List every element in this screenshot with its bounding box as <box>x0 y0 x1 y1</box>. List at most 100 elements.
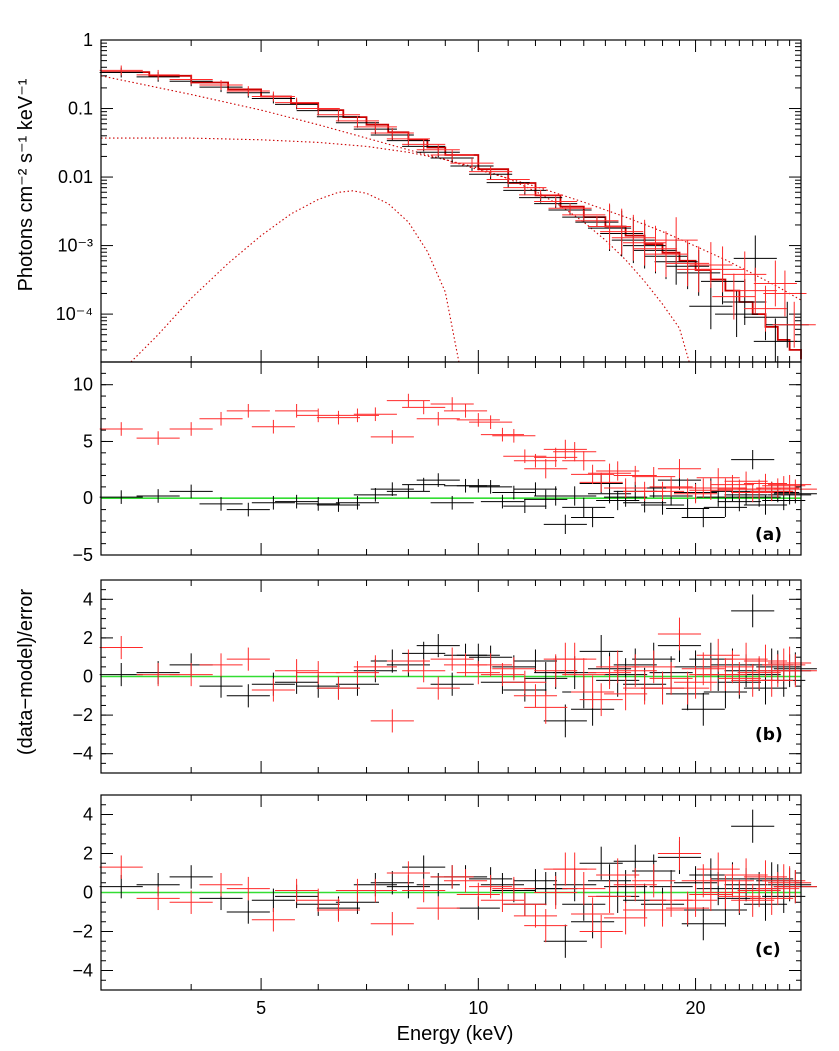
spectrum-ylabel: Photons cm⁻² s⁻¹ keV⁻¹ <box>15 78 37 291</box>
data-point-red <box>562 658 606 691</box>
data-point-red <box>503 892 547 916</box>
data-point-red <box>524 459 568 479</box>
data-point-red <box>587 203 632 250</box>
data-point-red <box>768 646 812 680</box>
data-point-black <box>731 809 775 843</box>
y-tick-label: −4 <box>72 961 93 981</box>
total-model-line <box>101 71 802 360</box>
data-point-black <box>543 514 587 534</box>
data-point-red <box>370 709 414 733</box>
data-point-red <box>275 97 319 108</box>
data-point-red <box>199 873 243 897</box>
data-point-red <box>666 891 710 925</box>
data-point-red <box>335 408 380 423</box>
data-point-red <box>773 870 817 904</box>
y-tick-label: −5 <box>72 545 93 565</box>
data-point-red <box>450 158 494 168</box>
data-point-red <box>731 482 775 503</box>
data-point-red <box>613 868 657 902</box>
data-point-red <box>756 478 800 498</box>
data-point-black <box>543 924 587 958</box>
data-point-black <box>513 649 558 673</box>
data-point-red <box>316 676 361 700</box>
data-point-red <box>768 474 812 495</box>
data-point-black <box>480 494 525 509</box>
data-point-black <box>731 594 775 628</box>
y-tick-label: 0 <box>83 883 93 903</box>
data-point-red <box>632 650 676 684</box>
data-point-red <box>632 467 676 487</box>
data-point-red <box>335 661 380 685</box>
y-tick-label: 1 <box>83 30 93 50</box>
data-point-red <box>666 671 710 705</box>
y-tick-label: 0 <box>83 488 93 508</box>
data-point-red <box>353 655 397 679</box>
data-point-red <box>724 471 768 491</box>
data-point-red <box>534 447 578 468</box>
data-point-red <box>480 662 525 687</box>
panel-annotation: (c) <box>755 940 781 960</box>
panel-residuals_a: 10 5 0 −5 (a) <box>72 361 817 565</box>
data-point-red <box>402 659 446 683</box>
data-point-red <box>226 404 270 418</box>
data-point-black <box>579 635 623 668</box>
data-point-black <box>571 507 615 528</box>
data-point-red <box>335 115 380 126</box>
data-point-red <box>768 866 812 900</box>
panel-annotation: (a) <box>755 525 782 545</box>
data-point-black <box>199 674 243 698</box>
data-point-red <box>480 427 525 442</box>
data-point-red <box>226 86 270 96</box>
data-point-red <box>553 442 597 462</box>
data-point-red <box>640 893 685 927</box>
data-point-red <box>571 897 615 931</box>
data-point-black <box>275 494 319 509</box>
data-point-red <box>717 879 761 913</box>
x-tick-label: 5 <box>256 998 266 1018</box>
data-point-black <box>492 485 536 500</box>
data-point-red <box>703 658 747 691</box>
data-point-red <box>503 182 547 193</box>
data-point-red <box>524 909 568 943</box>
data-point-red <box>226 647 270 671</box>
y-tick-label: −2 <box>72 705 93 725</box>
data-point-red <box>579 683 623 717</box>
data-point-black <box>226 900 270 924</box>
data-point-black <box>703 497 747 517</box>
data-point-red <box>575 215 619 226</box>
data-point-red <box>430 150 474 160</box>
data-point-red <box>513 453 558 468</box>
data-point-red <box>136 886 180 911</box>
data-point-red <box>353 878 397 903</box>
data-point-red <box>99 65 143 76</box>
data-point-red <box>443 404 488 418</box>
data-point-red <box>649 477 693 497</box>
data-point-black <box>503 499 547 513</box>
data-point-red <box>562 451 606 471</box>
data-point-red <box>251 419 295 434</box>
data-point-red <box>571 675 615 709</box>
x-tick-label: 20 <box>686 998 706 1018</box>
data-point-red <box>710 650 755 684</box>
x-tick-label: 10 <box>468 998 488 1018</box>
data-point-red <box>743 473 788 494</box>
data-point-black <box>199 497 243 511</box>
data-point-black <box>604 870 648 904</box>
data-point-black <box>416 473 460 487</box>
data-point-black <box>753 318 797 362</box>
data-point-red <box>251 908 295 932</box>
y-tick-label: 2 <box>83 628 93 648</box>
data-point-black <box>681 692 725 726</box>
data-point-red <box>587 463 632 483</box>
data-point-red <box>416 896 460 920</box>
data-point-red <box>316 109 361 120</box>
data-point-black <box>136 489 180 503</box>
data-point-red <box>534 196 578 207</box>
data-point-red <box>681 652 725 686</box>
y-tick-label: 4 <box>83 589 93 609</box>
data-point-red <box>430 865 474 889</box>
y-tick-label: 4 <box>83 805 93 825</box>
data-point-black <box>579 846 623 880</box>
data-point-red <box>251 91 295 102</box>
